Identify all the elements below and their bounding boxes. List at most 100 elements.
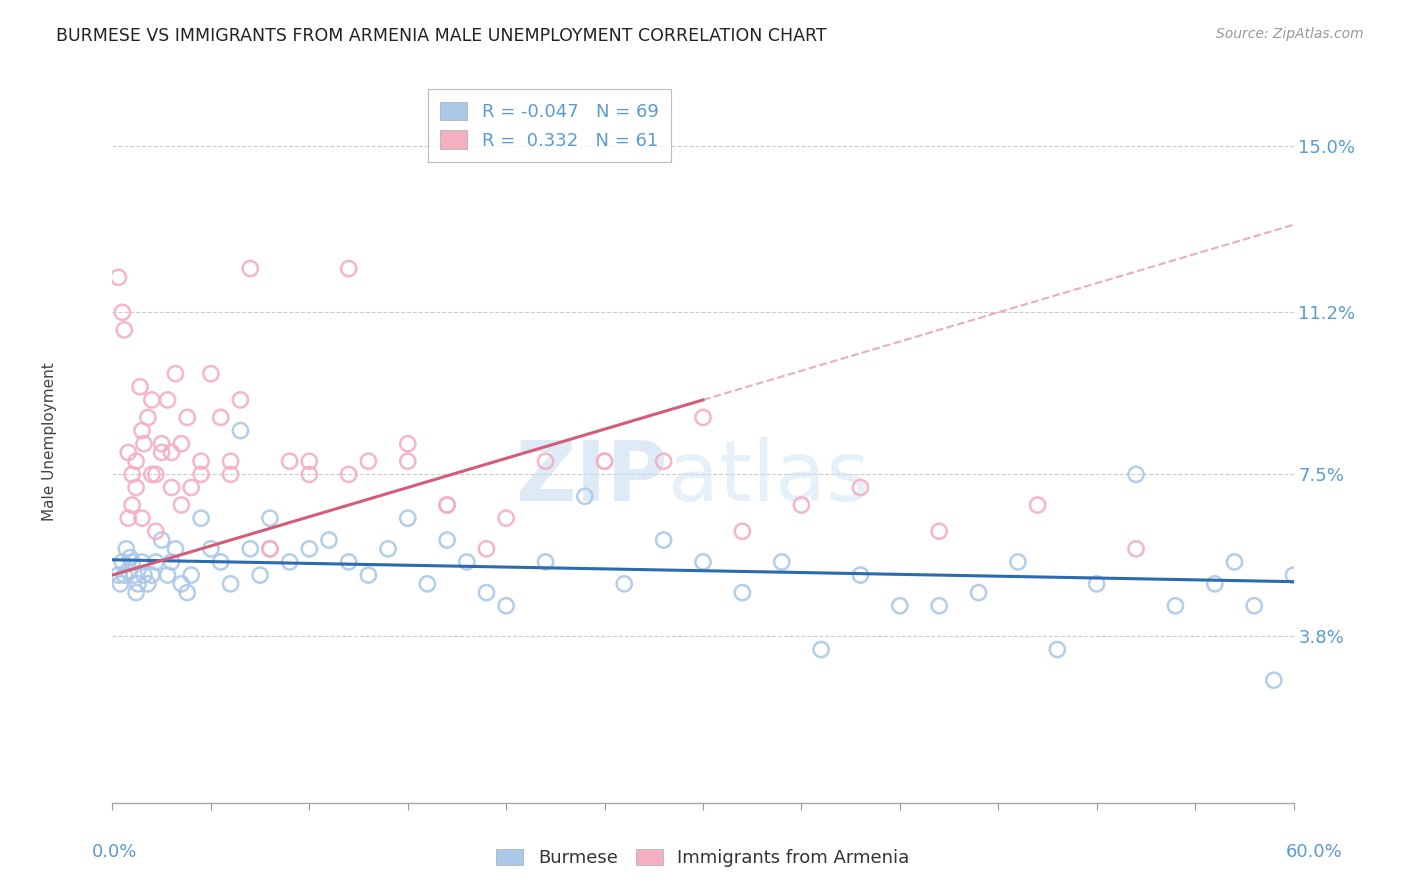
Point	[495, 511, 517, 525]
Point	[107, 568, 129, 582]
Point	[112, 323, 135, 337]
Point	[165, 367, 187, 381]
Point	[229, 392, 252, 407]
Point	[136, 577, 159, 591]
Point	[1282, 568, 1305, 582]
Point	[239, 541, 262, 556]
Point	[337, 555, 360, 569]
Point	[131, 424, 153, 438]
Point	[1164, 599, 1187, 613]
Point	[141, 568, 163, 582]
Legend: Burmese, Immigrants from Armenia: Burmese, Immigrants from Armenia	[489, 841, 917, 874]
Point	[111, 555, 134, 569]
Point	[259, 541, 281, 556]
Point	[416, 577, 439, 591]
Point	[176, 410, 198, 425]
Point	[150, 533, 173, 547]
Point	[180, 481, 202, 495]
Point	[436, 498, 458, 512]
Text: ZIP: ZIP	[515, 437, 668, 518]
Point	[121, 555, 143, 569]
Point	[495, 599, 517, 613]
Point	[249, 568, 271, 582]
Point	[593, 454, 616, 468]
Point	[967, 585, 990, 599]
Point	[1302, 585, 1324, 599]
Point	[436, 498, 458, 512]
Point	[170, 436, 193, 450]
Point	[278, 454, 301, 468]
Point	[1125, 541, 1147, 556]
Point	[136, 410, 159, 425]
Point	[180, 568, 202, 582]
Point	[125, 585, 148, 599]
Point	[810, 642, 832, 657]
Point	[396, 454, 419, 468]
Point	[259, 541, 281, 556]
Point	[1341, 656, 1364, 670]
Point	[475, 585, 498, 599]
Point	[150, 436, 173, 450]
Point	[475, 541, 498, 556]
Point	[377, 541, 399, 556]
Point	[131, 511, 153, 525]
Point	[120, 550, 142, 565]
Point	[229, 424, 252, 438]
Text: 60.0%: 60.0%	[1286, 843, 1343, 861]
Point	[145, 555, 167, 569]
Point	[1026, 498, 1049, 512]
Point	[731, 524, 754, 539]
Legend: R = -0.047   N = 69, R =  0.332   N = 61: R = -0.047 N = 69, R = 0.332 N = 61	[427, 89, 671, 162]
Point	[396, 511, 419, 525]
Point	[396, 436, 419, 450]
Point	[278, 555, 301, 569]
Point	[107, 270, 129, 285]
Point	[1007, 555, 1029, 569]
Y-axis label: Male Unemployment: Male Unemployment	[42, 362, 56, 521]
Point	[110, 577, 132, 591]
Point	[132, 568, 155, 582]
Point	[160, 445, 183, 459]
Point	[122, 568, 145, 582]
Point	[849, 568, 872, 582]
Text: atlas: atlas	[668, 437, 869, 518]
Point	[1125, 467, 1147, 482]
Point	[209, 410, 232, 425]
Point	[170, 498, 193, 512]
Point	[117, 511, 139, 525]
Point	[692, 555, 714, 569]
Point	[239, 261, 262, 276]
Point	[259, 511, 281, 525]
Point	[156, 568, 179, 582]
Point	[337, 467, 360, 482]
Point	[141, 467, 163, 482]
Point	[200, 541, 222, 556]
Point	[117, 445, 139, 459]
Point	[692, 410, 714, 425]
Point	[112, 568, 135, 582]
Point	[145, 524, 167, 539]
Point	[125, 481, 148, 495]
Point	[141, 392, 163, 407]
Point	[318, 533, 340, 547]
Point	[337, 261, 360, 276]
Point	[298, 467, 321, 482]
Point	[298, 541, 321, 556]
Text: Source: ZipAtlas.com: Source: ZipAtlas.com	[1216, 27, 1364, 41]
Point	[127, 577, 149, 591]
Point	[357, 454, 380, 468]
Point	[1046, 642, 1069, 657]
Point	[534, 555, 557, 569]
Point	[1204, 577, 1226, 591]
Point	[652, 533, 675, 547]
Text: BURMESE VS IMMIGRANTS FROM ARMENIA MALE UNEMPLOYMENT CORRELATION CHART: BURMESE VS IMMIGRANTS FROM ARMENIA MALE …	[56, 27, 827, 45]
Point	[1322, 612, 1344, 626]
Point	[357, 568, 380, 582]
Point	[115, 541, 138, 556]
Point	[790, 498, 813, 512]
Point	[1361, 577, 1384, 591]
Point	[613, 577, 636, 591]
Point	[190, 467, 212, 482]
Point	[111, 305, 134, 319]
Point	[150, 445, 173, 459]
